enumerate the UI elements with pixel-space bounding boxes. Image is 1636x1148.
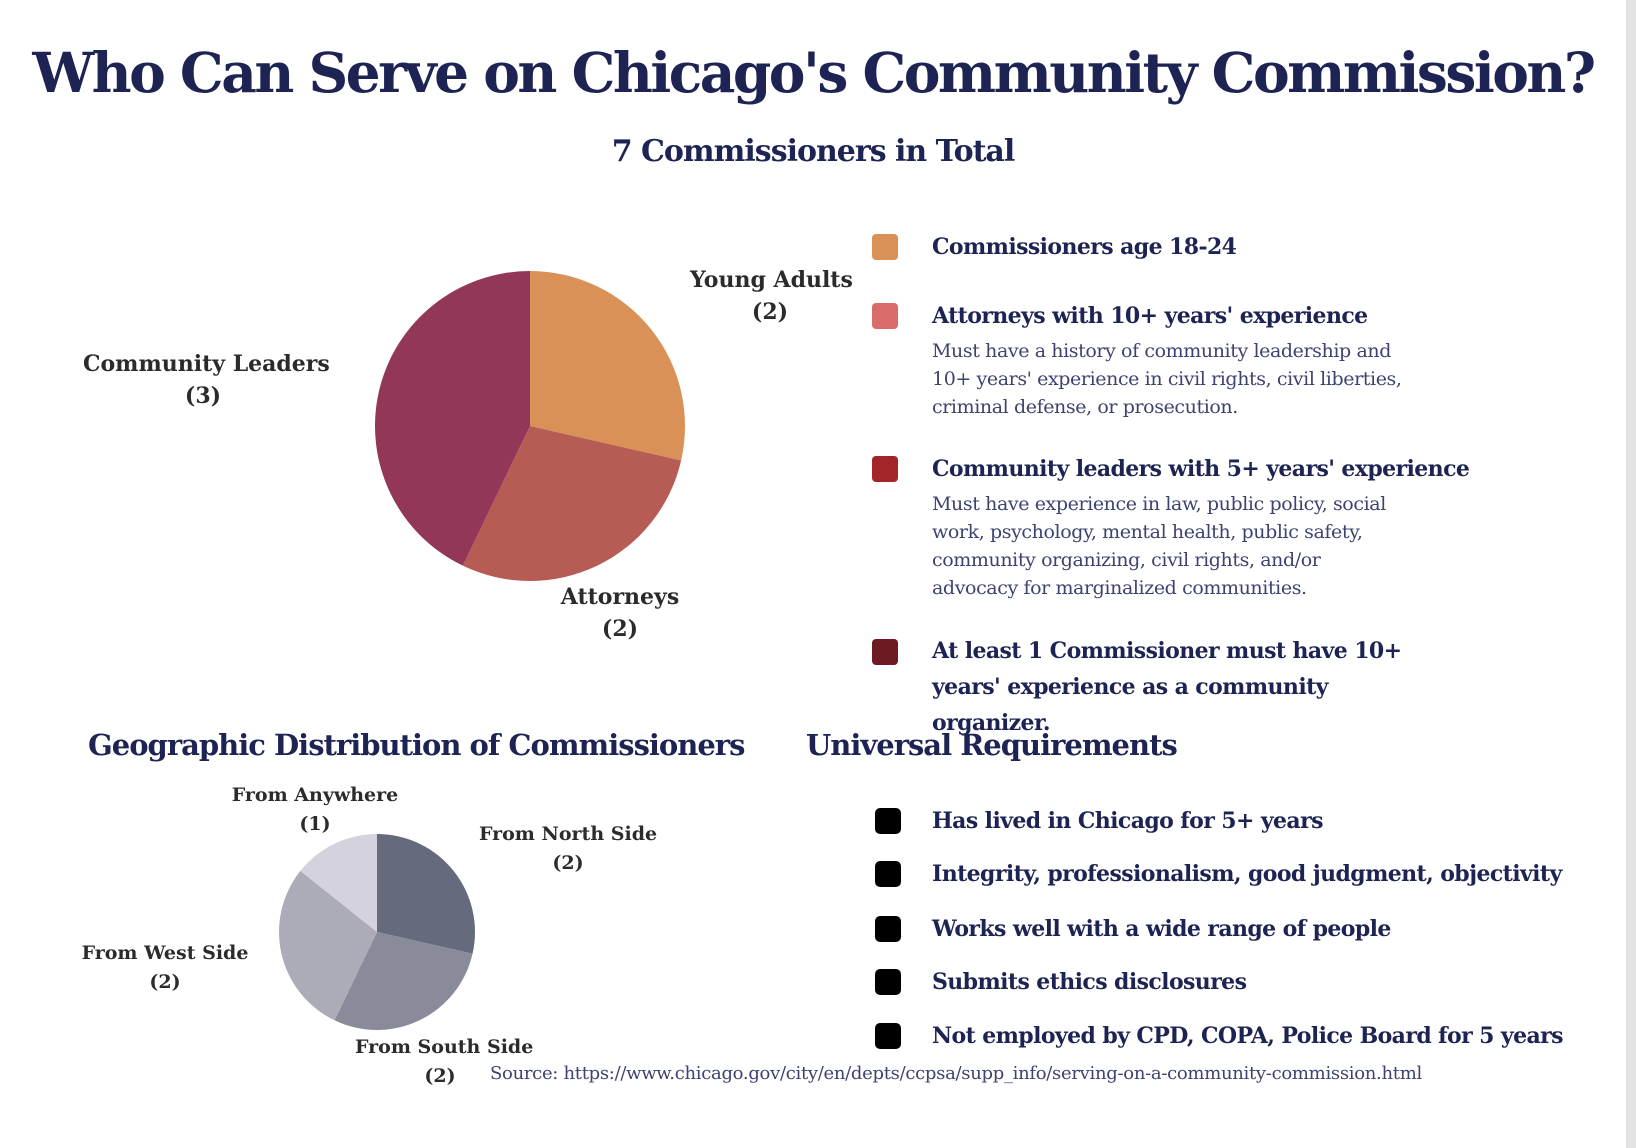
pie-label-young-adults-count: (2)	[751, 298, 789, 325]
geo-label-south: From South Side (2)	[355, 1033, 534, 1090]
legend-title-community-leaders: Community leaders with 5+ years' experie…	[932, 456, 1470, 482]
geo-pie-slice-from-north-side	[377, 834, 475, 954]
commissioner-pie-slice-community-leaders	[375, 271, 530, 566]
legend-swatch-community-leaders	[872, 456, 898, 482]
commissioner-type-pie-chart	[375, 271, 685, 581]
requirement-bullet-icon	[875, 861, 901, 887]
geo-label-west-name: From West Side	[81, 942, 249, 964]
requirement-text: Integrity, professionalism, good judgmen…	[932, 861, 1562, 887]
universal-section-title: Universal Requirements	[806, 728, 1178, 762]
pie-label-young-adults-name: Young Adults	[690, 267, 853, 293]
geo-label-west-count: (2)	[149, 970, 181, 993]
commissioner-pie-slice-attorneys	[462, 426, 682, 581]
pie-label-community-leaders-count: (3)	[184, 382, 222, 409]
legend-desc-attorneys: Must have a history of community leaders…	[932, 340, 1402, 418]
commissioner-pie-slice-young-adults	[530, 271, 685, 461]
page-edge	[1626, 0, 1636, 1148]
pie-label-community-leaders: Community Leaders (3)	[83, 349, 330, 413]
legend-title-young-adults: Commissioners age 18-24	[932, 234, 1237, 260]
page-subtitle: 7 Commissioners in Total	[611, 134, 1016, 169]
geo-label-anywhere-count: (1)	[299, 812, 331, 835]
requirement-bullet-icon	[875, 1023, 901, 1049]
geo-pie-slice-from-anywhere	[300, 834, 377, 932]
geo-pie-slice-from-west-side	[279, 870, 377, 1021]
geo-label-north-count: (2)	[552, 851, 584, 874]
geo-label-anywhere: From Anywhere (1)	[230, 781, 400, 838]
legend-title-attorneys: Attorneys with 10+ years' experience	[932, 303, 1368, 329]
page-title: Who Can Serve on Chicago's Community Com…	[32, 40, 1596, 105]
legend-swatch-organizer	[872, 639, 898, 665]
geo-label-west: From West Side (2)	[80, 939, 250, 996]
pie-label-young-adults: Young Adults (2)	[690, 265, 853, 329]
geo-label-anywhere-name: From Anywhere	[231, 784, 399, 806]
geo-label-north-name: From North Side	[478, 823, 658, 845]
requirement-bullet-icon	[875, 916, 901, 942]
requirement-text: Works well with a wide range of people	[932, 916, 1391, 942]
geo-label-south-count: (2)	[424, 1064, 456, 1087]
pie-label-attorneys: Attorneys (2)	[540, 582, 700, 646]
requirement-bullet-icon	[875, 808, 901, 834]
geo-label-south-name: From South Side	[355, 1036, 534, 1058]
source-citation: Source: https://www.chicago.gov/city/en/…	[490, 1063, 1422, 1084]
legend-swatch-young-adults	[872, 234, 898, 260]
requirement-text: Not employed by CPD, COPA, Police Board …	[932, 1023, 1564, 1049]
geographic-section-title: Geographic Distribution of Commissioners	[88, 728, 745, 762]
geographic-pie-chart	[279, 834, 475, 1030]
pie-label-attorneys-name: Attorneys	[560, 584, 680, 610]
requirement-bullet-icon	[875, 969, 901, 995]
legend-swatch-attorneys	[872, 303, 898, 329]
legend-title-organizer: At least 1 Commissioner must have 10+ ye…	[932, 638, 1402, 736]
requirement-text: Submits ethics disclosures	[932, 969, 1247, 995]
geo-pie-slice-from-south-side	[334, 932, 473, 1030]
requirement-text: Has lived in Chicago for 5+ years	[932, 808, 1323, 834]
pie-label-community-leaders-name: Community Leaders	[83, 351, 330, 377]
pie-label-attorneys-count: (2)	[601, 615, 639, 642]
geo-label-north: From North Side (2)	[478, 820, 658, 877]
legend-desc-community-leaders: Must have experience in law, public poli…	[932, 493, 1386, 599]
